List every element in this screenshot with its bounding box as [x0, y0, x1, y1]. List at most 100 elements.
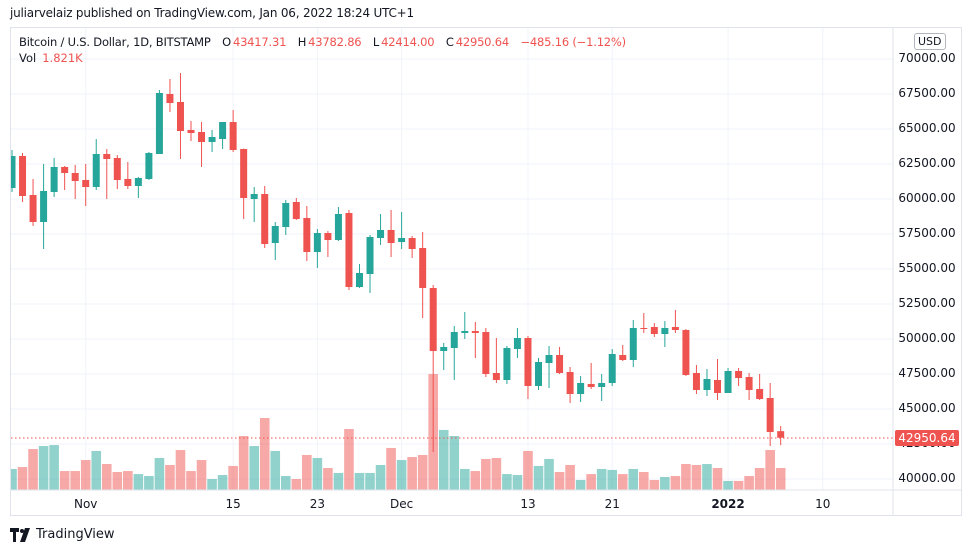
volume-bar [259, 418, 270, 490]
candle-body [714, 380, 722, 393]
volume-bar [344, 428, 354, 490]
candle-body [682, 329, 690, 375]
candle-body [545, 355, 553, 363]
volume-bar [207, 479, 217, 490]
volume-bar [438, 429, 449, 490]
volume-bar [754, 468, 765, 490]
volume-bar [639, 472, 649, 490]
candle [240, 148, 248, 220]
candle-body [229, 122, 237, 150]
volume-bar [565, 464, 575, 490]
candle [535, 357, 542, 391]
volume-value: 1.821K [42, 51, 83, 65]
candle [398, 212, 406, 249]
candle [629, 320, 637, 367]
price-tick-label: 55000.00 [898, 261, 956, 275]
volume-bar [702, 464, 712, 490]
volume-bar [733, 480, 744, 490]
candle-body [492, 373, 500, 381]
footer-logo-text: TradingView [36, 527, 115, 542]
candle [661, 320, 669, 347]
candle-body [703, 378, 711, 391]
price-tick-label: 52500.00 [898, 296, 956, 310]
tradingview-logo[interactable]: TradingView [10, 527, 115, 542]
volume-bar [596, 468, 607, 490]
time-tick-label: 21 [604, 497, 620, 511]
currency-button[interactable]: USD [914, 33, 946, 50]
grid-lines [11, 28, 893, 490]
candle [640, 313, 648, 333]
candle-body [313, 233, 321, 253]
volume-bar [586, 474, 596, 490]
volume-bar [17, 467, 28, 490]
candle [587, 362, 595, 389]
time-tick-label: 15 [225, 497, 241, 511]
candle-body [355, 273, 363, 288]
symbol-legend: Bitcoin / U.S. Dollar, 1D, BITSTAMP O 434… [19, 35, 628, 49]
volume-bar [575, 479, 586, 490]
candle-body [292, 201, 300, 220]
volume-bars [11, 374, 786, 490]
candle [524, 336, 532, 400]
volume-bar [249, 446, 259, 490]
candle [50, 157, 58, 197]
candle [419, 231, 427, 318]
volume-bar [765, 450, 775, 490]
volume-bar [449, 436, 460, 490]
candle-body [240, 149, 248, 199]
candle [303, 206, 311, 262]
volume-bar [28, 449, 38, 490]
candle-body [387, 229, 395, 244]
candle-body [103, 154, 111, 160]
candle-body [756, 388, 764, 400]
candle [756, 374, 764, 400]
volume-bar [59, 471, 70, 490]
volume-bar [723, 480, 733, 490]
candle-body [398, 238, 406, 242]
candle [71, 164, 79, 199]
candle-body [334, 213, 342, 241]
candle-body [587, 383, 595, 388]
candle-body [155, 93, 163, 155]
candle [219, 122, 227, 150]
symbol-name: Bitcoin / U.S. Dollar, 1D, BITSTAMP [19, 35, 211, 49]
candle-body [566, 371, 574, 395]
candle-body [608, 353, 616, 384]
price-tick-label: 40000.00 [898, 471, 956, 485]
candle-body [650, 327, 658, 335]
candle-body [535, 362, 542, 386]
candle [19, 152, 27, 202]
publish-info: juliarvelaiz published on TradingView.co… [10, 6, 414, 20]
candle [271, 222, 279, 260]
time-tick-label: 13 [520, 497, 536, 511]
volume-bar [607, 469, 618, 490]
volume-bar [354, 472, 365, 490]
candle [461, 311, 469, 339]
volume-bar [396, 460, 407, 490]
candle-body [71, 173, 79, 181]
candle-body [598, 383, 606, 388]
volume-bar [386, 447, 396, 490]
candle [377, 213, 385, 246]
candle-body [692, 373, 700, 391]
candle [134, 177, 142, 199]
volume-bar [70, 471, 80, 490]
volume-bar [512, 475, 523, 490]
volume-bar [375, 464, 386, 490]
candle-body [208, 136, 216, 143]
low-value: 42414.00 [381, 35, 435, 49]
candle-body [198, 131, 206, 143]
candle-body [619, 355, 627, 360]
candle-body [145, 152, 153, 179]
candle [313, 229, 321, 269]
candle [619, 345, 627, 361]
price-tick-label: 45000.00 [898, 401, 956, 415]
candle [503, 346, 511, 384]
volume-bar [144, 475, 154, 490]
candle-body [661, 327, 669, 335]
candle [29, 178, 37, 227]
candle-body [250, 194, 258, 199]
volume-bar [628, 468, 639, 490]
candle [250, 187, 258, 223]
